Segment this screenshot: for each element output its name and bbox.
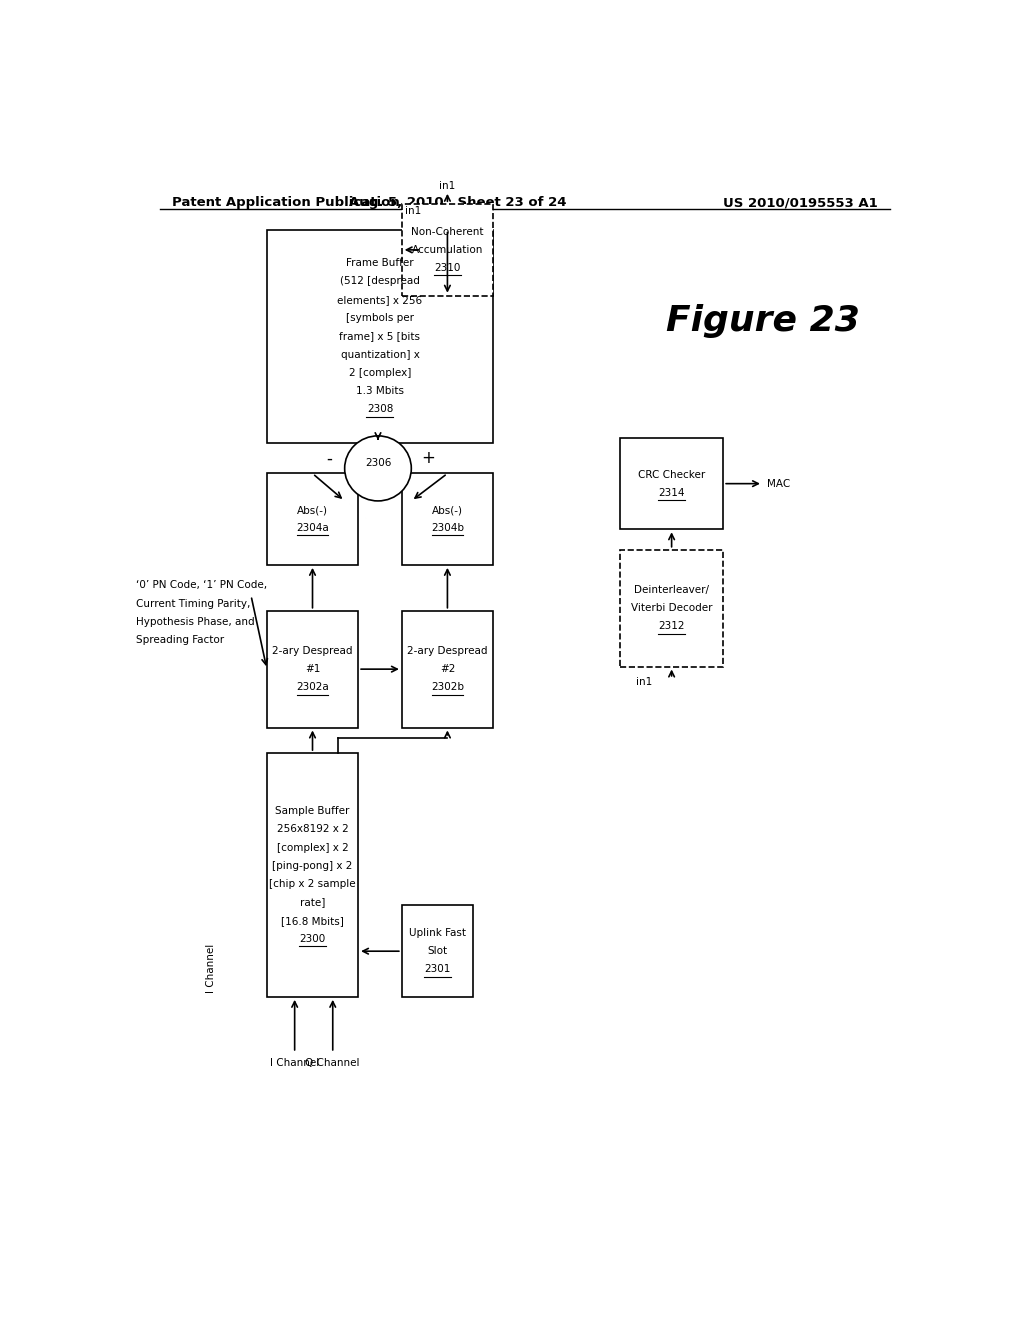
Text: [complex] x 2: [complex] x 2 [276, 842, 348, 853]
Text: Q Channel: Q Channel [305, 1057, 360, 1068]
Text: [chip x 2 sample: [chip x 2 sample [269, 879, 355, 890]
Text: #1: #1 [305, 664, 321, 675]
Text: Uplink Fast: Uplink Fast [409, 928, 466, 939]
Text: Frame Buffer: Frame Buffer [346, 259, 414, 268]
Text: #2: #2 [439, 664, 455, 675]
Bar [401, 474, 494, 565]
Text: Deinterleaver/: Deinterleaver/ [634, 585, 709, 595]
Text: [ping-pong] x 2: [ping-pong] x 2 [272, 861, 352, 871]
Text: 256x8192 x 2: 256x8192 x 2 [276, 824, 348, 834]
Text: Aug. 5, 2010   Sheet 23 of 24: Aug. 5, 2010 Sheet 23 of 24 [348, 195, 566, 209]
Bar [620, 438, 723, 529]
Text: 2302b: 2302b [431, 682, 464, 693]
Text: ‘0’ PN Code, ‘1’ PN Code,: ‘0’ PN Code, ‘1’ PN Code, [136, 581, 267, 590]
Bar [620, 549, 723, 667]
Bar [267, 474, 358, 565]
Text: Sample Buffer: Sample Buffer [275, 807, 350, 816]
Text: Viterbi Decoder: Viterbi Decoder [631, 603, 713, 614]
Text: 2310: 2310 [434, 263, 461, 273]
Text: in1: in1 [439, 181, 456, 191]
Text: quantization] x: quantization] x [341, 350, 420, 359]
Text: Abs(-): Abs(-) [297, 506, 328, 515]
Bar [267, 752, 358, 997]
Text: Hypothesis Phase, and: Hypothesis Phase, and [136, 616, 255, 627]
Text: 2300: 2300 [299, 935, 326, 944]
Bar [401, 205, 494, 296]
Text: 2302a: 2302a [296, 682, 329, 693]
Text: 2304a: 2304a [296, 523, 329, 533]
Text: in1: in1 [636, 677, 652, 686]
Text: Abs(-): Abs(-) [432, 506, 463, 515]
Bar [267, 230, 494, 444]
Text: frame] x 5 [bits: frame] x 5 [bits [340, 331, 421, 342]
Text: Patent Application Publication: Patent Application Publication [172, 195, 399, 209]
Text: in1: in1 [406, 206, 422, 216]
Text: (512 [despread: (512 [despread [340, 276, 420, 286]
Text: +: + [421, 449, 435, 467]
Text: [symbols per: [symbols per [346, 313, 414, 323]
Text: [16.8 Mbits]: [16.8 Mbits] [281, 916, 344, 925]
Text: Spreading Factor: Spreading Factor [136, 635, 224, 645]
Text: Slot: Slot [427, 946, 447, 956]
Text: 2306: 2306 [365, 458, 391, 469]
Bar [401, 906, 473, 997]
Text: 2308: 2308 [367, 404, 393, 414]
Text: CRC Checker: CRC Checker [638, 470, 706, 479]
Text: US 2010/0195553 A1: US 2010/0195553 A1 [723, 195, 878, 209]
Bar [267, 611, 358, 727]
Text: Non-Coherent: Non-Coherent [412, 227, 483, 236]
Text: rate]: rate] [300, 898, 326, 907]
Text: 1.3 Mbits: 1.3 Mbits [356, 387, 403, 396]
Text: I Channel: I Channel [206, 944, 216, 993]
Bar [401, 611, 494, 727]
Text: MAC: MAC [767, 479, 791, 488]
Text: -: - [326, 449, 332, 467]
Text: 2312: 2312 [658, 622, 685, 631]
Text: Figure 23: Figure 23 [666, 304, 860, 338]
Text: 2301: 2301 [424, 965, 451, 974]
Text: 2-ary Despread: 2-ary Despread [272, 645, 352, 656]
Text: Current Timing Parity,: Current Timing Parity, [136, 598, 250, 609]
Text: elements] x 256: elements] x 256 [337, 294, 423, 305]
Text: I Channel: I Channel [270, 1057, 319, 1068]
Text: 2304b: 2304b [431, 523, 464, 533]
Text: Accumulation: Accumulation [412, 246, 483, 255]
Text: 2-ary Despread: 2-ary Despread [408, 645, 487, 656]
Ellipse shape [345, 436, 412, 500]
Text: 2314: 2314 [658, 488, 685, 498]
Text: 2 [complex]: 2 [complex] [349, 368, 412, 378]
